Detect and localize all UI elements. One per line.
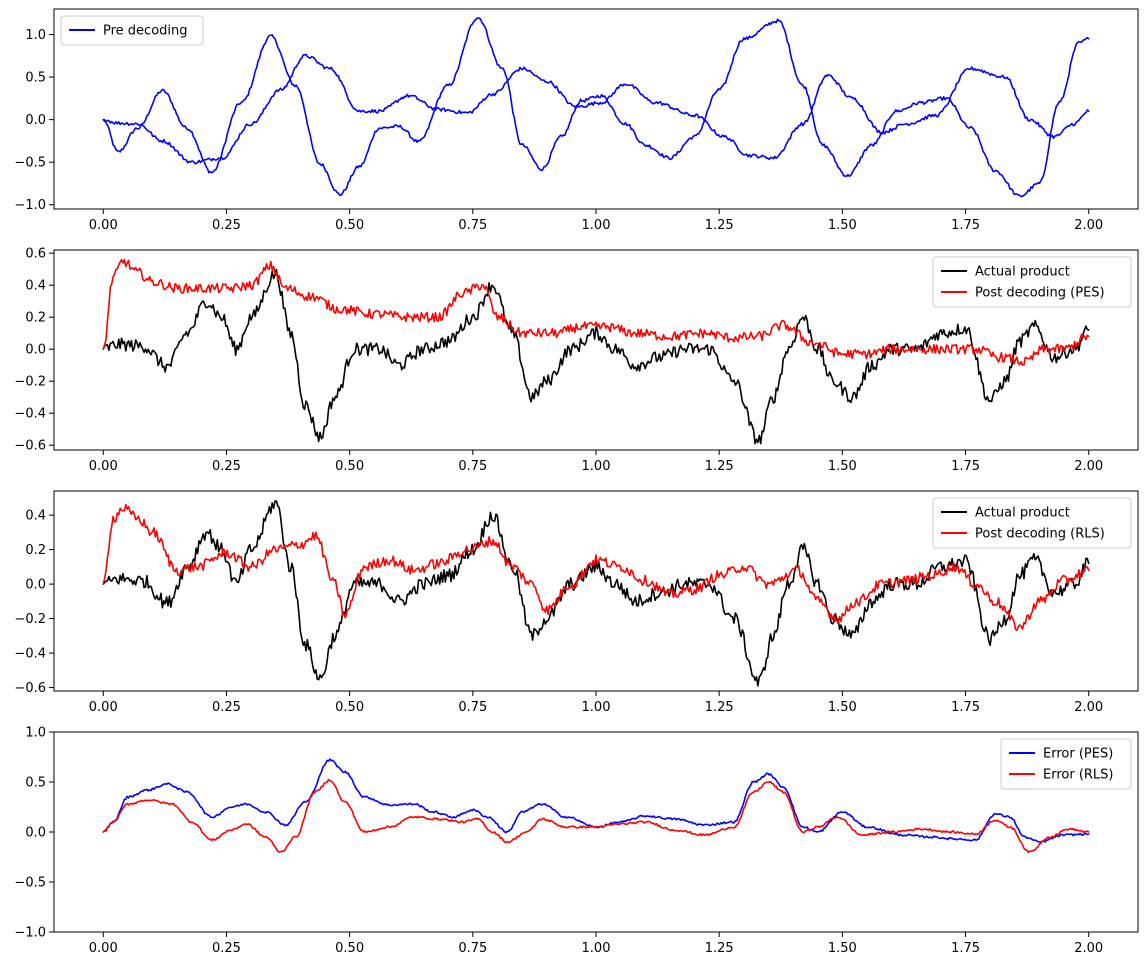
x-tick-label: 1.50 <box>828 218 857 233</box>
x-tick-label: 1.00 <box>582 700 611 715</box>
chart-panel-3: 0.00 0.25 0.50 0.75 1.00 1.25 1.50 1.75 2.00 −0.6… <box>14 490 1139 715</box>
y-tick-label: 0.4 <box>25 509 46 524</box>
y-tick-label: −0.2 <box>14 612 46 627</box>
x-tick-label: 2.00 <box>1074 700 1103 715</box>
chart-panel-1: 0.00 0.25 0.50 0.75 1.00 1.25 1.50 1.75 2.00 −1.0… <box>14 8 1139 233</box>
legend: Error (PES) Error (RLS) <box>1000 738 1132 790</box>
axes-frame <box>53 731 1139 933</box>
y-tick-label: 0.0 <box>25 343 46 358</box>
series-group <box>102 17 1090 198</box>
x-tick-label: 0.50 <box>335 941 364 956</box>
x-tick-label: 1.00 <box>582 459 611 474</box>
y-tick-label: −0.6 <box>14 439 46 454</box>
y-tick-label: −0.4 <box>14 647 46 662</box>
series-line-1 <box>102 17 1090 198</box>
x-tick-label: 1.25 <box>705 459 734 474</box>
x-tick-label: 0.75 <box>458 700 487 715</box>
x-tick-label: 0.00 <box>89 941 118 956</box>
y-tick-label: 1.0 <box>25 28 46 43</box>
y-tick-label: 0.2 <box>25 311 46 326</box>
x-tick-label: 0.25 <box>212 218 241 233</box>
legend-label: Post decoding (RLS) <box>975 527 1105 542</box>
legend-box <box>932 256 1132 308</box>
x-tick-label: 0.75 <box>458 941 487 956</box>
y-tick-label: 0.0 <box>25 578 46 593</box>
axes-frame <box>53 8 1139 210</box>
y-tick-label: 0.0 <box>25 113 46 128</box>
x-tick-label: 1.00 <box>582 218 611 233</box>
y-tick-label: −0.5 <box>14 876 46 891</box>
x-tick-label: 0.50 <box>335 459 364 474</box>
x-tick-label: 1.25 <box>705 218 734 233</box>
x-tick-label: 1.75 <box>951 941 980 956</box>
x-tick-label: 1.25 <box>705 941 734 956</box>
legend-box <box>1000 738 1132 790</box>
legend: Actual product Post decoding (RLS) <box>932 497 1132 549</box>
x-tick-label: 1.25 <box>705 700 734 715</box>
legend-label: Actual product <box>975 506 1070 521</box>
x-tick-label: 2.00 <box>1074 941 1103 956</box>
series-line-1 <box>102 758 1090 843</box>
x-tick-label: 0.00 <box>89 459 118 474</box>
y-tick-label: −1.0 <box>14 198 46 213</box>
legend-label: Error (RLS) <box>1043 768 1114 783</box>
x-tick-label: 0.50 <box>335 700 364 715</box>
legend: Pre decoding <box>60 15 204 46</box>
series-line-2 <box>102 258 1090 366</box>
series-line-1 <box>102 500 1090 687</box>
x-tick-label: 1.75 <box>951 459 980 474</box>
x-tick-label: 2.00 <box>1074 459 1103 474</box>
legend-box <box>60 15 204 46</box>
x-tick-label: 1.75 <box>951 218 980 233</box>
series-group <box>102 500 1090 687</box>
series-line-2 <box>102 778 1090 854</box>
y-tick-label: −1.0 <box>14 926 46 941</box>
chart-panel-2: 0.00 0.25 0.50 0.75 1.00 1.25 1.50 1.75 2.00 −0.6… <box>14 247 1139 474</box>
legend-label: Actual product <box>975 265 1070 280</box>
series-line-1 <box>102 268 1090 445</box>
x-tick-label: 1.50 <box>828 459 857 474</box>
series-group <box>102 758 1090 854</box>
x-tick-label: 1.00 <box>582 941 611 956</box>
series-line-2 <box>102 503 1090 632</box>
x-tick-label: 0.00 <box>89 700 118 715</box>
y-tick-label: −0.5 <box>14 156 46 171</box>
legend: Actual product Post decoding (PES) <box>932 256 1132 308</box>
x-tick-label: 1.50 <box>828 941 857 956</box>
y-tick-label: 0.5 <box>25 71 46 86</box>
y-tick-label: 0.5 <box>25 776 46 791</box>
y-tick-label: 0.4 <box>25 279 46 294</box>
x-tick-label: 0.75 <box>458 459 487 474</box>
x-tick-label: 0.25 <box>212 700 241 715</box>
y-tick-label: −0.4 <box>14 407 46 422</box>
legend-label: Error (PES) <box>1043 747 1113 762</box>
legend-label: Pre decoding <box>103 24 188 39</box>
y-tick-label: 1.0 <box>25 726 46 741</box>
legend-box <box>932 497 1132 549</box>
series-group <box>102 258 1090 445</box>
y-tick-label: 0.2 <box>25 543 46 558</box>
y-tick-label: 0.0 <box>25 826 46 841</box>
x-tick-label: 0.75 <box>458 218 487 233</box>
x-tick-label: 2.00 <box>1074 218 1103 233</box>
x-tick-label: 0.00 <box>89 218 118 233</box>
chart-panel-4: 0.00 0.25 0.50 0.75 1.00 1.25 1.50 1.75 2.00 −1.0… <box>14 726 1139 956</box>
x-tick-label: 0.25 <box>212 941 241 956</box>
legend-label: Post decoding (PES) <box>975 286 1105 301</box>
y-tick-label: −0.2 <box>14 375 46 390</box>
x-tick-label: 1.75 <box>951 700 980 715</box>
y-tick-label: −0.6 <box>14 681 46 696</box>
x-tick-label: 1.50 <box>828 700 857 715</box>
series-line-2 <box>102 53 1090 165</box>
x-tick-label: 0.25 <box>212 459 241 474</box>
x-tick-label: 0.50 <box>335 218 364 233</box>
y-tick-label: 0.6 <box>25 247 46 262</box>
